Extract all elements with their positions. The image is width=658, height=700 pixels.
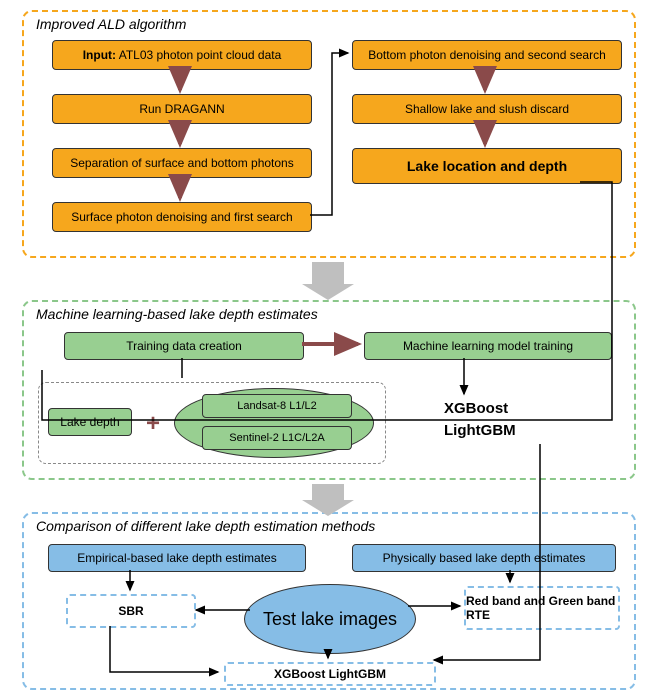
plus-icon: + [146, 410, 160, 438]
ald-sep: Separation of surface and bottom photons [52, 148, 312, 178]
ald-lakeloc: Lake location and depth [352, 148, 622, 184]
ml-lake-depth: Lake depth [48, 408, 132, 436]
ald-input-bold: Input: [83, 48, 116, 62]
cmp-rte: Red band and Green band RTE [464, 586, 620, 630]
ald-bottom: Bottom photon denoising and second searc… [352, 40, 622, 70]
cmp-test-oval: Test lake images [244, 584, 416, 654]
cmp-emp: Empirical-based lake depth estimates [48, 544, 306, 572]
ml-landsat: Landsat-8 L1/L2 [202, 394, 352, 418]
ml-lgbm: LightGBM [444, 420, 516, 442]
section-ald: Improved ALD algorithm Input: ATL03 phot… [22, 10, 636, 258]
section-ald-title: Improved ALD algorithm [36, 16, 186, 32]
ml-xgb: XGBoost [444, 398, 516, 420]
cmp-bottom: XGBoost LightGBM [224, 662, 436, 686]
section-ml-title: Machine learning-based lake depth estima… [36, 306, 318, 322]
cmp-sbr: SBR [66, 594, 196, 628]
cmp-test-label: Test lake images [263, 609, 397, 630]
ald-dragann: Run DRAGANN [52, 94, 312, 124]
ald-input-rest: ATL03 photon point cloud data [116, 48, 281, 62]
ml-models: XGBoost LightGBM [444, 398, 516, 442]
ald-discard: Shallow lake and slush discard [352, 94, 622, 124]
section-cmp-title: Comparison of different lake depth estim… [36, 518, 375, 534]
ml-sentinel: Sentinel-2 L1C/L2A [202, 426, 352, 450]
cmp-phys: Physically based lake depth estimates [352, 544, 616, 572]
ald-surf: Surface photon denoising and first searc… [52, 202, 312, 232]
section-ml: Machine learning-based lake depth estima… [22, 300, 636, 480]
ml-train-create: Training data creation [64, 332, 304, 360]
ml-train: Machine learning model training [364, 332, 612, 360]
ald-input: Input: ATL03 photon point cloud data [52, 40, 312, 70]
section-cmp: Comparison of different lake depth estim… [22, 512, 636, 690]
